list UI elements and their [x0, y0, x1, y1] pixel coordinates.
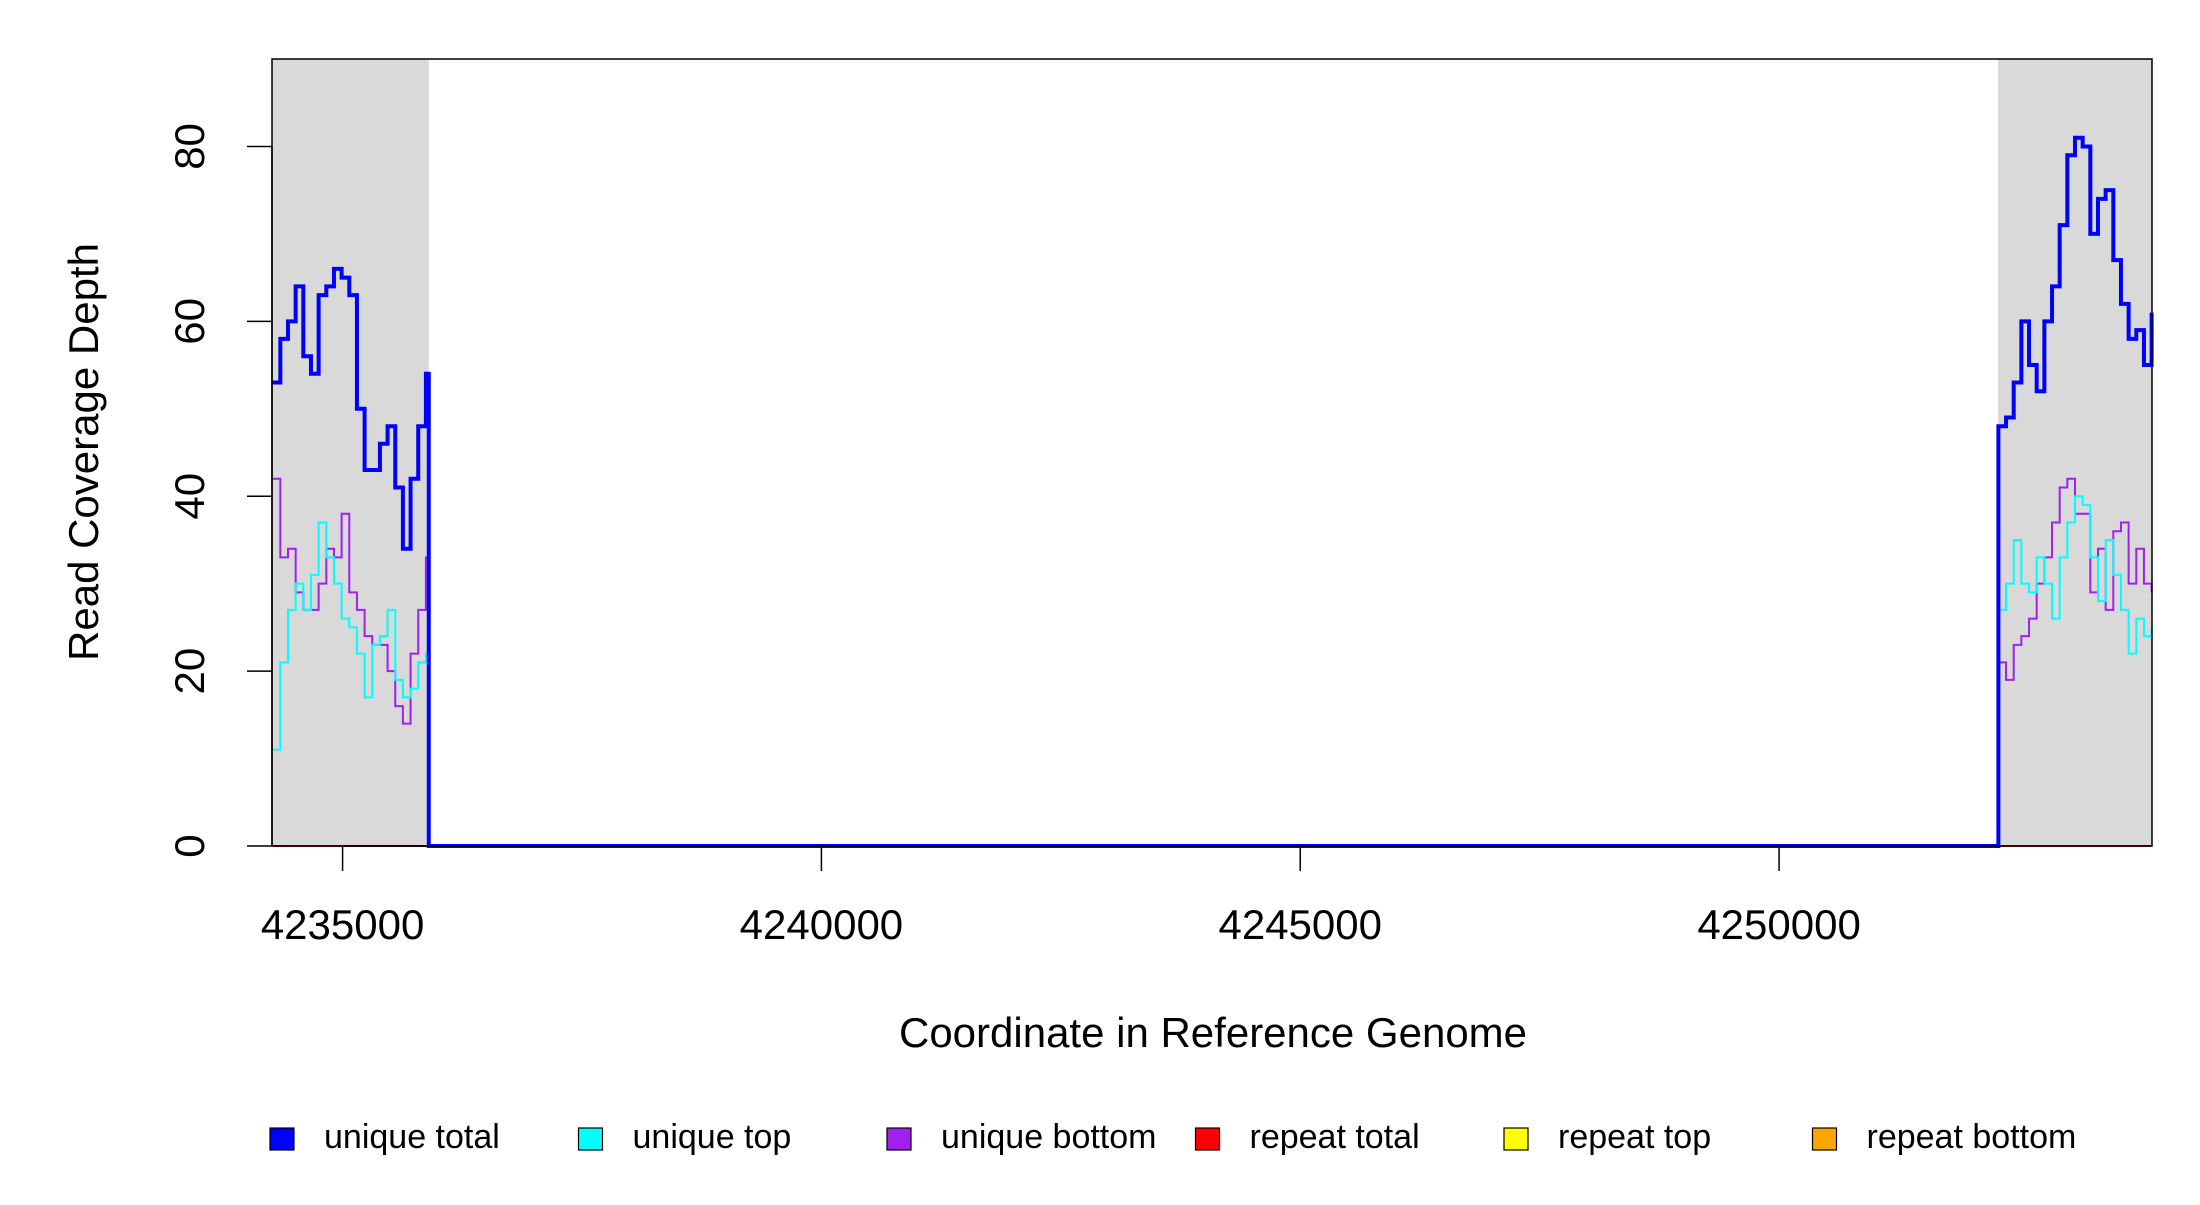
x-tick-label: 4240000	[740, 901, 904, 948]
legend-label: repeat top	[1558, 1118, 1711, 1156]
y-tick-label: 20	[166, 648, 213, 695]
legend-swatch	[577, 1127, 604, 1151]
legend-swatch	[886, 1127, 912, 1151]
x-tick-label: 4250000	[1697, 901, 1861, 948]
y-tick-label: 80	[166, 123, 213, 170]
plot-frame	[271, 58, 2153, 847]
y-axis-title: Read Coverage Depth	[60, 243, 107, 661]
legend-swatch	[1503, 1127, 1529, 1151]
x-tick-label: 4235000	[261, 901, 425, 948]
series-line	[272, 477, 2153, 847]
legend-swatch	[1194, 1127, 1221, 1151]
legend-label: unique total	[324, 1118, 500, 1156]
legend-label: repeat total	[1250, 1118, 1420, 1156]
legend-label: repeat bottom	[1867, 1118, 2077, 1156]
legend-label: unique bottom	[941, 1118, 1157, 1156]
legend-swatch	[1811, 1127, 1838, 1151]
series-line	[272, 495, 2153, 847]
series-line	[272, 135, 2154, 848]
legend-label: unique top	[633, 1118, 792, 1156]
shaded-region	[1998, 59, 2152, 846]
shaded-region	[272, 59, 429, 846]
y-tick-label: 60	[166, 298, 213, 345]
x-axis-title: Coordinate in Reference Genome	[899, 1009, 1527, 1056]
y-tick-label: 40	[166, 473, 213, 520]
y-tick-label: 0	[166, 834, 213, 857]
legend-swatch	[269, 1127, 295, 1151]
x-tick-label: 4245000	[1218, 901, 1382, 948]
